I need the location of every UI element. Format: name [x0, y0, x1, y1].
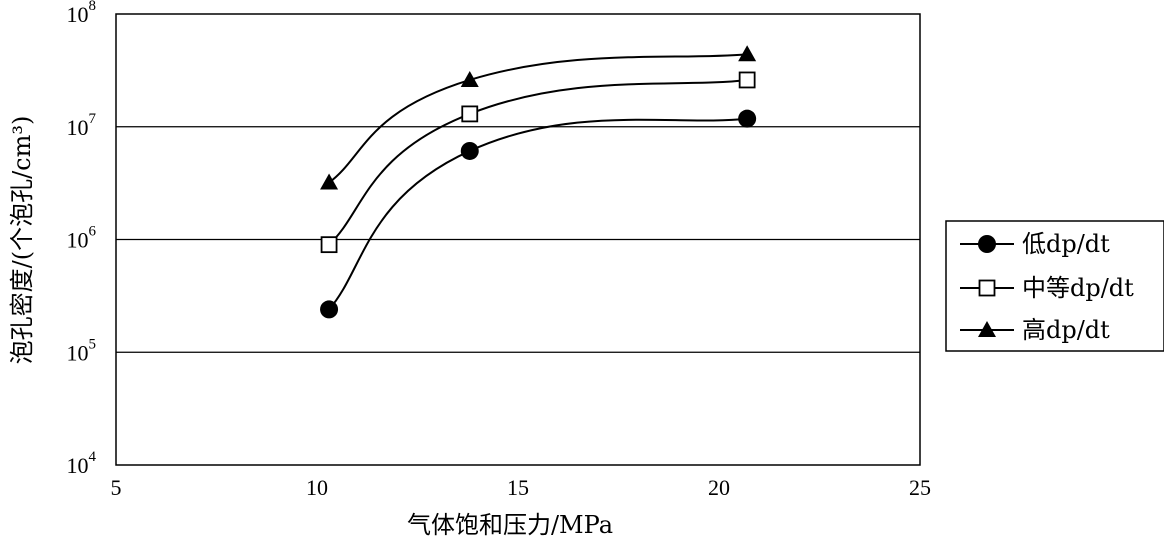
x-tick-label: 10 [306, 475, 328, 500]
legend-label: 低dp/dt [1022, 230, 1110, 258]
legend-label: 高dp/dt [1022, 316, 1110, 344]
x-axis-title: 气体饱和压力/MPa [407, 511, 613, 539]
data-point-marker [460, 141, 479, 160]
legend-marker [978, 235, 996, 253]
y-tick-label: 105 [67, 336, 97, 365]
y-tick-label: 106 [67, 224, 97, 253]
series-line-1 [328, 78, 748, 246]
data-point-marker [738, 109, 757, 128]
legend-marker [978, 279, 996, 297]
y-tick-label: 108 [67, 0, 97, 27]
legend-label: 中等dp/dt [1022, 274, 1134, 302]
x-tick-label: 20 [708, 475, 730, 500]
legend: 低dp/dt 中等dp/dt 高dp/dt [945, 220, 1164, 352]
data-point-marker [738, 45, 757, 62]
gridlines [116, 126, 920, 353]
data-point-marker [461, 105, 479, 123]
x-tick-label: 25 [909, 475, 931, 500]
y-tick-label: 107 [67, 111, 97, 140]
series-curves [328, 53, 748, 311]
data-point-marker [460, 70, 479, 87]
data-point-marker [320, 173, 339, 190]
y-tick-labels: 104 105 106 107 108 [67, 0, 97, 478]
legend-marker [978, 321, 996, 337]
x-tick-label: 5 [111, 475, 122, 500]
y-axis-title: 泡孔密度/(个泡孔/cm³) [8, 116, 36, 365]
x-tick-label: 15 [507, 475, 529, 500]
plot-area-frame [115, 13, 921, 466]
series-markers [320, 45, 757, 319]
x-tick-labels: 5 10 15 20 25 [111, 475, 932, 500]
series-line-2 [328, 53, 748, 184]
data-point-marker [738, 71, 756, 89]
series-line-0 [328, 117, 748, 311]
data-point-marker [320, 236, 338, 254]
y-tick-label: 104 [67, 449, 97, 478]
data-point-marker [320, 300, 339, 319]
